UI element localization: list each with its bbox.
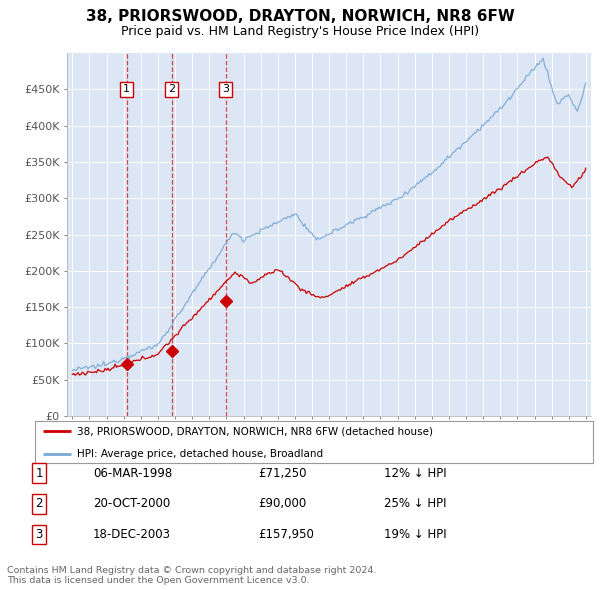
- Text: 19% ↓ HPI: 19% ↓ HPI: [384, 528, 446, 541]
- Text: 1: 1: [123, 84, 130, 94]
- Text: 18-DEC-2003: 18-DEC-2003: [93, 528, 171, 541]
- Text: 2: 2: [168, 84, 175, 94]
- Text: 2: 2: [35, 497, 43, 510]
- Text: 25% ↓ HPI: 25% ↓ HPI: [384, 497, 446, 510]
- Text: Contains HM Land Registry data © Crown copyright and database right 2024.
This d: Contains HM Land Registry data © Crown c…: [7, 566, 377, 585]
- Text: 20-OCT-2000: 20-OCT-2000: [93, 497, 170, 510]
- Text: 3: 3: [222, 84, 229, 94]
- Text: 12% ↓ HPI: 12% ↓ HPI: [384, 467, 446, 480]
- Text: 06-MAR-1998: 06-MAR-1998: [93, 467, 172, 480]
- Text: £157,950: £157,950: [258, 528, 314, 541]
- Text: £71,250: £71,250: [258, 467, 307, 480]
- Text: £90,000: £90,000: [258, 497, 306, 510]
- Text: Price paid vs. HM Land Registry's House Price Index (HPI): Price paid vs. HM Land Registry's House …: [121, 25, 479, 38]
- Text: HPI: Average price, detached house, Broadland: HPI: Average price, detached house, Broa…: [77, 449, 323, 459]
- Text: 3: 3: [35, 528, 43, 541]
- Text: 38, PRIORSWOOD, DRAYTON, NORWICH, NR8 6FW (detached house): 38, PRIORSWOOD, DRAYTON, NORWICH, NR8 6F…: [77, 427, 433, 436]
- Text: 38, PRIORSWOOD, DRAYTON, NORWICH, NR8 6FW: 38, PRIORSWOOD, DRAYTON, NORWICH, NR8 6F…: [86, 9, 514, 24]
- Text: 1: 1: [35, 467, 43, 480]
